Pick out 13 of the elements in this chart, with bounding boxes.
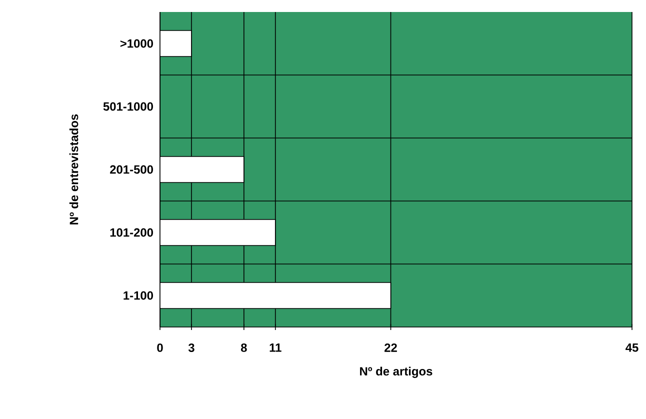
y-tick-label: 1-100 xyxy=(124,291,153,300)
y-tick-label: 101-200 xyxy=(110,228,153,237)
y-axis-title: Nº de entrevistados xyxy=(69,114,78,224)
x-tick-label: 8 xyxy=(240,343,247,352)
y-tick-label: 201-500 xyxy=(110,165,153,174)
x-tick-label: 0 xyxy=(157,343,163,352)
x-tick-label: 22 xyxy=(384,343,397,352)
x-tick-label: 45 xyxy=(626,343,638,352)
x-tick-label: 3 xyxy=(188,343,194,352)
x-axis-title: Nº de artigos xyxy=(360,366,432,378)
y-tick-label: 501-1000 xyxy=(103,102,153,111)
y-tick-label: >1000 xyxy=(120,39,153,48)
x-tick-label: 11 xyxy=(270,343,282,352)
